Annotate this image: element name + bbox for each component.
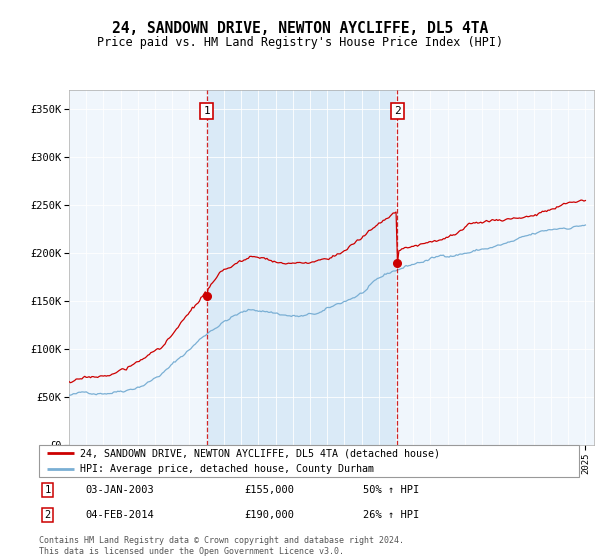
Text: 2: 2: [394, 106, 401, 116]
Text: 24, SANDOWN DRIVE, NEWTON AYCLIFFE, DL5 4TA (detached house): 24, SANDOWN DRIVE, NEWTON AYCLIFFE, DL5 …: [79, 449, 439, 459]
Text: Contains HM Land Registry data © Crown copyright and database right 2024.
This d: Contains HM Land Registry data © Crown c…: [39, 536, 404, 556]
Text: 26% ↑ HPI: 26% ↑ HPI: [363, 510, 419, 520]
Text: HPI: Average price, detached house, County Durham: HPI: Average price, detached house, Coun…: [79, 464, 373, 474]
FancyBboxPatch shape: [39, 445, 579, 477]
Text: Price paid vs. HM Land Registry's House Price Index (HPI): Price paid vs. HM Land Registry's House …: [97, 36, 503, 49]
Text: £155,000: £155,000: [244, 485, 294, 495]
Text: £190,000: £190,000: [244, 510, 294, 520]
Text: 03-JAN-2003: 03-JAN-2003: [85, 485, 154, 495]
Text: 2: 2: [44, 510, 50, 520]
Bar: [207, 90, 397, 445]
Text: 24, SANDOWN DRIVE, NEWTON AYCLIFFE, DL5 4TA: 24, SANDOWN DRIVE, NEWTON AYCLIFFE, DL5 …: [112, 21, 488, 36]
Text: 04-FEB-2014: 04-FEB-2014: [85, 510, 154, 520]
Text: 1: 1: [203, 106, 210, 116]
Text: 1: 1: [44, 485, 50, 495]
Text: 50% ↑ HPI: 50% ↑ HPI: [363, 485, 419, 495]
